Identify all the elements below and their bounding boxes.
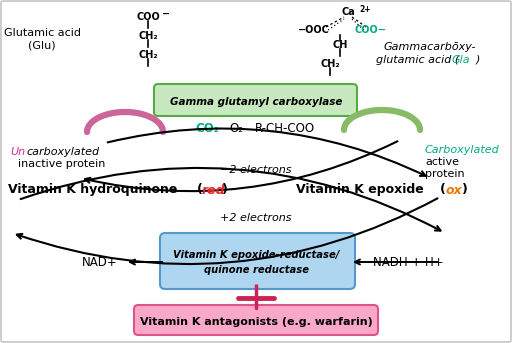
Text: CO₂: CO₂	[195, 121, 219, 134]
Text: Gamma glutamyl carboxylase: Gamma glutamyl carboxylase	[170, 97, 342, 107]
Text: CH₂: CH₂	[138, 31, 158, 41]
Text: Carboxylated: Carboxylated	[425, 145, 500, 155]
Text: ): )	[462, 184, 468, 197]
Text: R-CH-COO: R-CH-COO	[255, 121, 315, 134]
Text: Vitamin K antagonists (e.g. warfarin): Vitamin K antagonists (e.g. warfarin)	[140, 317, 372, 327]
Text: ox: ox	[446, 184, 463, 197]
Text: red: red	[202, 184, 226, 197]
Text: Vitamin K hydroquinone: Vitamin K hydroquinone	[8, 184, 177, 197]
Text: Glutamic acid: Glutamic acid	[4, 28, 80, 38]
Text: +2 electrons: +2 electrons	[220, 213, 292, 223]
Text: O₂: O₂	[229, 121, 243, 134]
Text: Un: Un	[10, 147, 25, 157]
Text: Ca: Ca	[341, 7, 355, 17]
Text: ): )	[222, 184, 228, 197]
Text: 2+: 2+	[359, 5, 371, 14]
Text: quinone reductase: quinone reductase	[203, 265, 309, 275]
Text: (: (	[197, 184, 203, 197]
Text: CH: CH	[332, 40, 348, 50]
Text: CH₂: CH₂	[138, 50, 158, 60]
Text: carboxylated: carboxylated	[26, 147, 99, 157]
Text: −OOC: −OOC	[298, 25, 330, 35]
Text: (Glu): (Glu)	[28, 41, 56, 51]
Text: Gammacarbōxy-: Gammacarbōxy-	[384, 42, 476, 52]
Text: −: −	[162, 9, 170, 19]
Text: COO−: COO−	[354, 25, 386, 35]
Text: −2 electrons: −2 electrons	[220, 165, 292, 175]
FancyBboxPatch shape	[154, 84, 357, 116]
FancyBboxPatch shape	[134, 305, 378, 335]
Text: Vitamin K epoxide-reductase/: Vitamin K epoxide-reductase/	[173, 250, 339, 260]
Text: COO: COO	[136, 12, 160, 22]
Text: (: (	[440, 184, 446, 197]
Text: Gla: Gla	[452, 55, 471, 65]
Text: CH₂: CH₂	[320, 59, 340, 69]
FancyBboxPatch shape	[160, 233, 355, 289]
Text: NADH + H+: NADH + H+	[373, 256, 443, 269]
Text: NAD+: NAD+	[82, 256, 118, 269]
Text: Vitamin K epoxide: Vitamin K epoxide	[296, 184, 424, 197]
Text: glutamic acid (: glutamic acid (	[376, 55, 460, 65]
Text: ): )	[476, 55, 480, 65]
Text: active: active	[425, 157, 459, 167]
Text: protein: protein	[425, 169, 464, 179]
Text: inactive protein: inactive protein	[18, 159, 105, 169]
